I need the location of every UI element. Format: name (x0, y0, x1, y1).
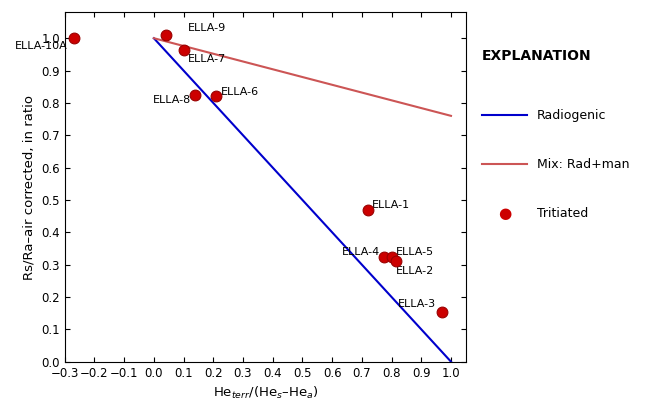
Text: ELLA-6: ELLA-6 (221, 87, 259, 97)
Text: ELLA-5: ELLA-5 (396, 247, 434, 257)
Text: ELLA-4: ELLA-4 (342, 247, 380, 257)
Point (362, 206, 373, 213)
Text: EXPLANATION: EXPLANATION (482, 49, 591, 63)
Text: ELLA-2: ELLA-2 (396, 266, 434, 276)
Text: Radiogenic: Radiogenic (537, 109, 606, 122)
Y-axis label: Rs/Ra–air corrected, in ratio: Rs/Ra–air corrected, in ratio (23, 95, 36, 279)
Point (379, 253, 389, 260)
Text: ●: ● (498, 206, 511, 221)
Text: Mix: Rad+man: Mix: Rad+man (537, 158, 630, 171)
Point (160, 32, 171, 38)
Point (190, 92, 201, 98)
Text: ELLA-9: ELLA-9 (188, 23, 226, 33)
Point (391, 258, 401, 265)
Text: ELLA-10A: ELLA-10A (15, 41, 68, 51)
Point (69, 35, 79, 42)
Point (211, 92, 221, 99)
Point (386, 253, 397, 260)
Text: ELLA-1: ELLA-1 (372, 200, 410, 210)
Text: Tritiated: Tritiated (537, 207, 588, 220)
Text: ELLA-7: ELLA-7 (188, 54, 226, 65)
Point (437, 308, 447, 315)
X-axis label: He$_{terr}$/(He$_s$–He$_a$): He$_{terr}$/(He$_s$–He$_a$) (212, 385, 318, 401)
Text: ELLA-8: ELLA-8 (153, 95, 191, 105)
Text: ELLA-3: ELLA-3 (397, 299, 435, 309)
Point (179, 46, 189, 53)
